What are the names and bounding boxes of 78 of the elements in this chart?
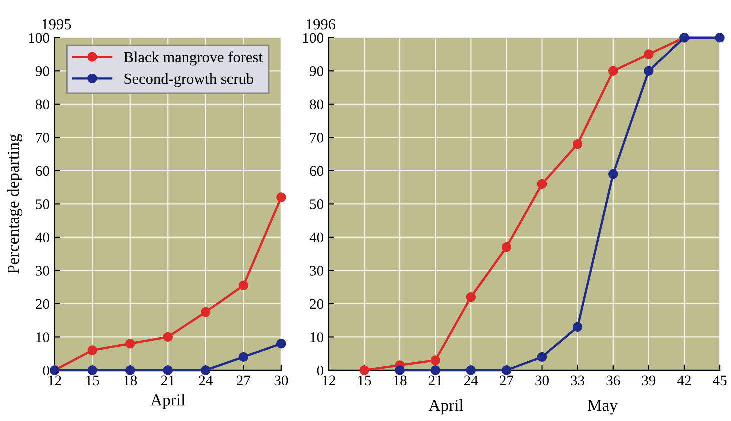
point: [430, 366, 440, 376]
y-tick-label: 30: [36, 266, 50, 276]
x-tick-label: 24: [464, 376, 478, 386]
y-tick-label: 40: [310, 232, 324, 243]
x-tick-label: 12: [48, 376, 62, 386]
x-tick-label: 36: [606, 376, 620, 386]
y-tick-label: 70: [310, 133, 324, 143]
point: [537, 352, 548, 362]
x-tick-label: 42: [677, 376, 691, 386]
y-tick-label: 60: [310, 166, 324, 176]
x-tick-label: 15: [358, 376, 372, 386]
x-tick-label: 30: [274, 376, 288, 386]
point: [430, 356, 440, 366]
point: [126, 339, 136, 349]
point: [715, 33, 725, 43]
point: [502, 366, 512, 376]
y-tick-label: 90: [36, 66, 50, 76]
x-tick-label: 12: [322, 376, 336, 386]
y-tick-label: 70: [36, 133, 50, 143]
y-tick-label: 50: [310, 200, 324, 210]
point: [238, 280, 249, 291]
point: [395, 366, 405, 376]
x-axis-title: April: [150, 394, 186, 410]
point: [88, 366, 98, 376]
y-tick-label: 50: [36, 200, 50, 210]
y-tick-label: 0: [43, 366, 50, 376]
y-tick-label: 20: [310, 299, 324, 310]
y-tick-label: 90: [310, 66, 324, 76]
point: [608, 169, 618, 180]
point: [644, 50, 654, 60]
y-tick-label: 40: [36, 232, 50, 243]
point: [360, 366, 370, 376]
point: [126, 366, 136, 376]
x-tick-label: 27: [237, 376, 251, 386]
y-tick-label: 30: [310, 266, 324, 276]
x-tick-label: 39: [642, 376, 656, 386]
y-tick-label: 60: [36, 166, 50, 176]
chart-title: 1996: [306, 19, 336, 30]
x-tick-label: 24: [199, 376, 213, 386]
point: [537, 179, 548, 190]
y-tick-label: 20: [36, 299, 50, 310]
x-tick-label: 18: [394, 376, 407, 386]
y-tick-label: 10: [36, 332, 50, 342]
point: [572, 322, 583, 332]
point: [276, 339, 286, 349]
point: [572, 139, 583, 150]
x-tick-label: 33: [571, 376, 585, 386]
point: [201, 307, 211, 318]
y-axis-title: Percentage departing: [7, 134, 23, 274]
text: April: [428, 400, 464, 415]
point: [502, 242, 512, 252]
legend-label: Black mangrove forest: [124, 52, 263, 66]
y-tick-label: 100: [29, 33, 50, 44]
point: [466, 366, 476, 376]
x-tick-label: 30: [536, 376, 550, 386]
y-tick-label: 0: [317, 366, 324, 376]
point: [163, 332, 173, 342]
point: [238, 352, 249, 362]
x-tick-label: 15: [86, 376, 100, 386]
y-tick-label: 80: [36, 100, 50, 110]
x-tick-label: 45: [713, 376, 727, 386]
x-tick-label: 18: [124, 376, 138, 386]
point: [466, 292, 476, 302]
y-tick-label: 80: [310, 100, 324, 110]
point: [644, 66, 654, 76]
y-tick-label: 100: [303, 33, 324, 44]
legend-label: Second-growth scrub: [124, 73, 254, 88]
x-tick-label: 21: [428, 376, 442, 386]
point: [608, 66, 618, 76]
x-tick-label: 27: [500, 376, 514, 386]
chart-title: 1995: [42, 19, 72, 30]
y-tick-label: 10: [310, 332, 324, 342]
point: [201, 366, 211, 376]
point: [163, 366, 173, 376]
text: May: [588, 400, 618, 415]
point: [276, 192, 286, 202]
x-tick-label: 21: [161, 376, 175, 386]
point: [88, 346, 98, 356]
